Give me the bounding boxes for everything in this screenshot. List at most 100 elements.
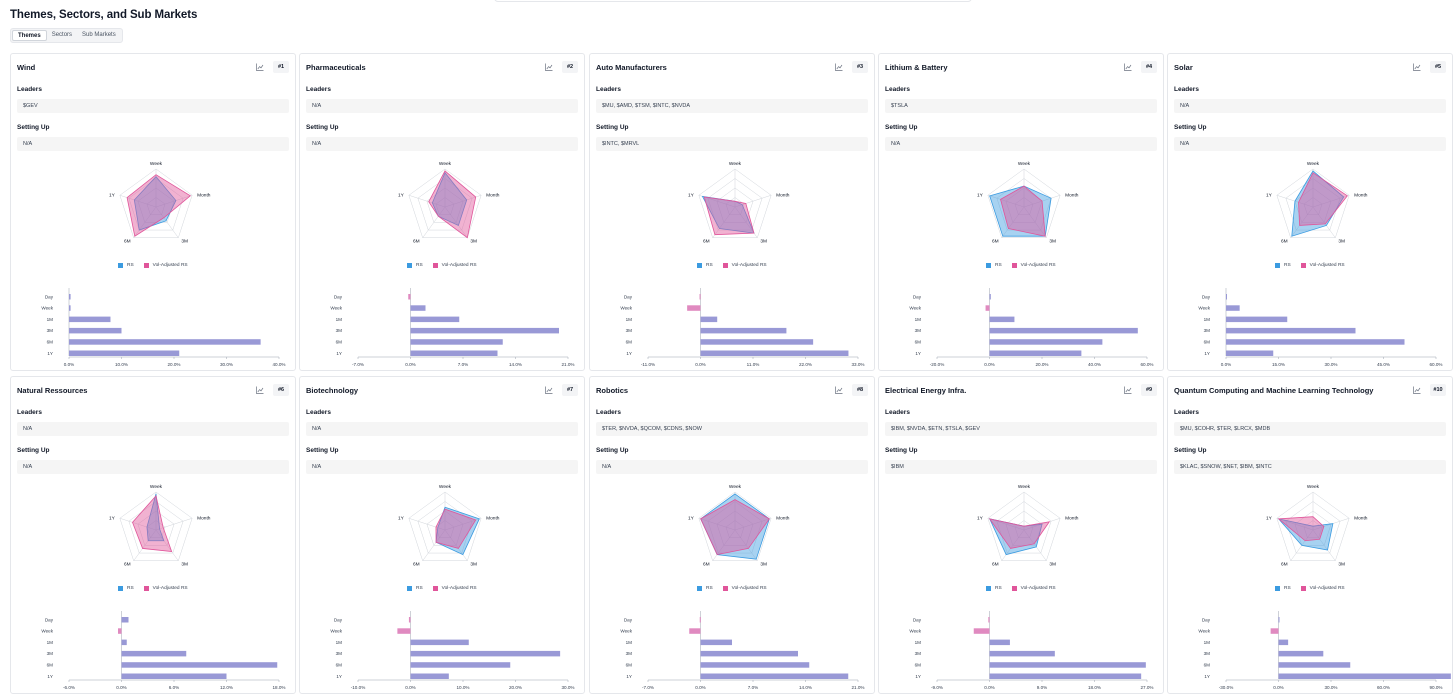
x-tick-label: 30.0% xyxy=(561,685,574,690)
bar-mark xyxy=(1226,327,1356,334)
leaders-label: Leaders xyxy=(885,86,910,93)
bar-mark xyxy=(397,628,411,634)
legend-rs-label: RS xyxy=(416,586,423,591)
bar-mark xyxy=(408,617,411,623)
legend-rs[interactable]: RS xyxy=(118,586,134,591)
theme-name: Wind xyxy=(17,63,36,72)
bar-row-label: 6M xyxy=(336,663,343,668)
line-chart-icon[interactable] xyxy=(1123,385,1133,395)
radar-axis-label: 1Y xyxy=(398,192,405,198)
legend-vol-adjusted-rs[interactable]: Vol-Adjusted RS xyxy=(143,263,188,268)
setting-up-value: $IBM xyxy=(885,460,1157,474)
rank-badge: #1 xyxy=(273,61,289,73)
bar-mark xyxy=(1278,650,1324,657)
radar-axis-label: 1Y xyxy=(1266,515,1273,521)
radar-chart: Week Month 3M 6M 1Y xyxy=(398,161,500,245)
radar-vol-adjusted-area xyxy=(700,499,770,556)
line-chart-icon[interactable] xyxy=(544,62,554,72)
legend-vol-adjusted-rs[interactable]: Vol-Adjusted RS xyxy=(1300,586,1345,591)
legend-rs[interactable]: RS xyxy=(986,263,1002,268)
legend-rs[interactable]: RS xyxy=(407,586,423,591)
leaders-label: Leaders xyxy=(1174,409,1199,416)
legend-vol-adjusted-rs[interactable]: Vol-Adjusted RS xyxy=(432,263,477,268)
bar-row-label: 1Y xyxy=(915,351,921,356)
radar-grid-ring xyxy=(987,168,1061,238)
x-tick-label: 14.0% xyxy=(799,685,812,690)
legend-vol-adjusted-rs[interactable]: Vol-Adjusted RS xyxy=(1011,263,1056,268)
bar-mark xyxy=(1226,316,1288,323)
line-chart-icon[interactable] xyxy=(255,385,265,395)
bar-mark xyxy=(69,350,180,356)
radar-grid-ring xyxy=(698,491,772,561)
bar-mark xyxy=(973,628,990,634)
legend-rs[interactable]: RS xyxy=(1275,263,1291,268)
bar-chart: Day Week 1M 3M 6M 1Y -10.0% 0.0% 10.0% 20.0% 30.0% xyxy=(330,611,575,690)
x-tick-label: 20.0% xyxy=(1035,362,1048,367)
legend-rs[interactable]: RS xyxy=(1275,586,1291,591)
top-search-bar[interactable] xyxy=(494,0,972,2)
radar-vol-adjusted-area xyxy=(1000,185,1046,237)
line-chart-icon[interactable] xyxy=(255,62,265,72)
bar-mark xyxy=(1278,617,1280,623)
theme-name: Lithium & Battery xyxy=(885,63,948,72)
theme-name: Quantum Computing and Machine Learning T… xyxy=(1174,386,1374,395)
setting-up-value: $INTC, $MRVL xyxy=(596,137,868,151)
tab-sub-markets[interactable]: Sub Markets xyxy=(82,32,116,38)
radar-spoke xyxy=(1001,529,1025,561)
x-tick-label: 45.0% xyxy=(1377,362,1390,367)
bar-row-label: 6M xyxy=(626,663,633,668)
legend-vol-label: Vol-Adjusted RS xyxy=(441,263,477,268)
vol-swatch xyxy=(143,263,149,268)
legend-rs[interactable]: RS xyxy=(118,263,134,268)
radar-spoke xyxy=(1001,206,1025,238)
bar-mark xyxy=(410,650,561,657)
radar-grid-ring xyxy=(408,168,482,238)
legend-rs[interactable]: RS xyxy=(697,263,713,268)
x-tick-label: 0.0% xyxy=(984,362,994,367)
radar-vol-adjusted-area xyxy=(435,508,477,549)
x-tick-label: 21.0% xyxy=(561,362,574,367)
bar-row-label: 1M xyxy=(47,640,54,645)
radar-rs-area xyxy=(146,493,165,542)
bar-chart: Day Week 1M 3M 6M 1Y -7.0% 0.0% 7.0% 14.0% 21.0% xyxy=(620,611,865,690)
theme-card: Quantum Computing and Machine Learning T… xyxy=(1167,376,1453,694)
radar-spoke xyxy=(1290,206,1314,238)
bar-mark xyxy=(410,673,449,679)
legend-vol-adjusted-rs[interactable]: Vol-Adjusted RS xyxy=(722,263,767,268)
radar-axis-label: Week xyxy=(439,161,452,167)
setting-up-value: N/A xyxy=(885,137,1157,151)
tab-sectors[interactable]: Sectors xyxy=(51,32,73,38)
vol-swatch xyxy=(722,263,728,268)
leaders-value: $MU, $AMD, $TSM, $INTC, $NVDA xyxy=(596,99,868,113)
line-chart-icon[interactable] xyxy=(834,385,844,395)
legend-rs[interactable]: RS xyxy=(697,586,713,591)
legend-vol-adjusted-rs[interactable]: Vol-Adjusted RS xyxy=(1011,586,1056,591)
setting-up-label: Setting Up xyxy=(306,447,339,454)
legend-vol-adjusted-rs[interactable]: Vol-Adjusted RS xyxy=(432,586,477,591)
bar-row-label: Week xyxy=(1198,629,1210,634)
radar-axis-label: Week xyxy=(1018,161,1031,167)
line-chart-icon[interactable] xyxy=(544,385,554,395)
legend-vol-adjusted-rs[interactable]: Vol-Adjusted RS xyxy=(722,586,767,591)
bar-mark xyxy=(700,350,849,356)
radar-axis-label: 3M xyxy=(1338,239,1345,245)
leaders-value: $MU, $COHR, $TER, $LRCX, $MDB xyxy=(1174,422,1446,436)
bar-mark xyxy=(121,662,278,668)
radar-grid-ring xyxy=(1014,197,1034,215)
radar-grid-ring xyxy=(725,520,745,538)
legend-vol-adjusted-rs[interactable]: Vol-Adjusted RS xyxy=(143,586,188,591)
radar-spoke xyxy=(1312,206,1336,238)
x-tick-label: -7.0% xyxy=(642,685,654,690)
line-chart-icon[interactable] xyxy=(1412,385,1422,395)
radar-grid-ring xyxy=(996,178,1052,231)
radar-grid-ring xyxy=(1014,520,1034,538)
legend-rs[interactable]: RS xyxy=(407,263,423,268)
legend-vol-adjusted-rs[interactable]: Vol-Adjusted RS xyxy=(1300,263,1345,268)
line-chart-icon[interactable] xyxy=(1412,62,1422,72)
tab-themes[interactable]: Themes xyxy=(12,30,47,41)
vol-swatch xyxy=(432,263,438,268)
legend-rs[interactable]: RS xyxy=(986,586,1002,591)
line-chart-icon[interactable] xyxy=(1123,62,1133,72)
bar-row-label: Week xyxy=(41,306,53,311)
line-chart-icon[interactable] xyxy=(834,62,844,72)
